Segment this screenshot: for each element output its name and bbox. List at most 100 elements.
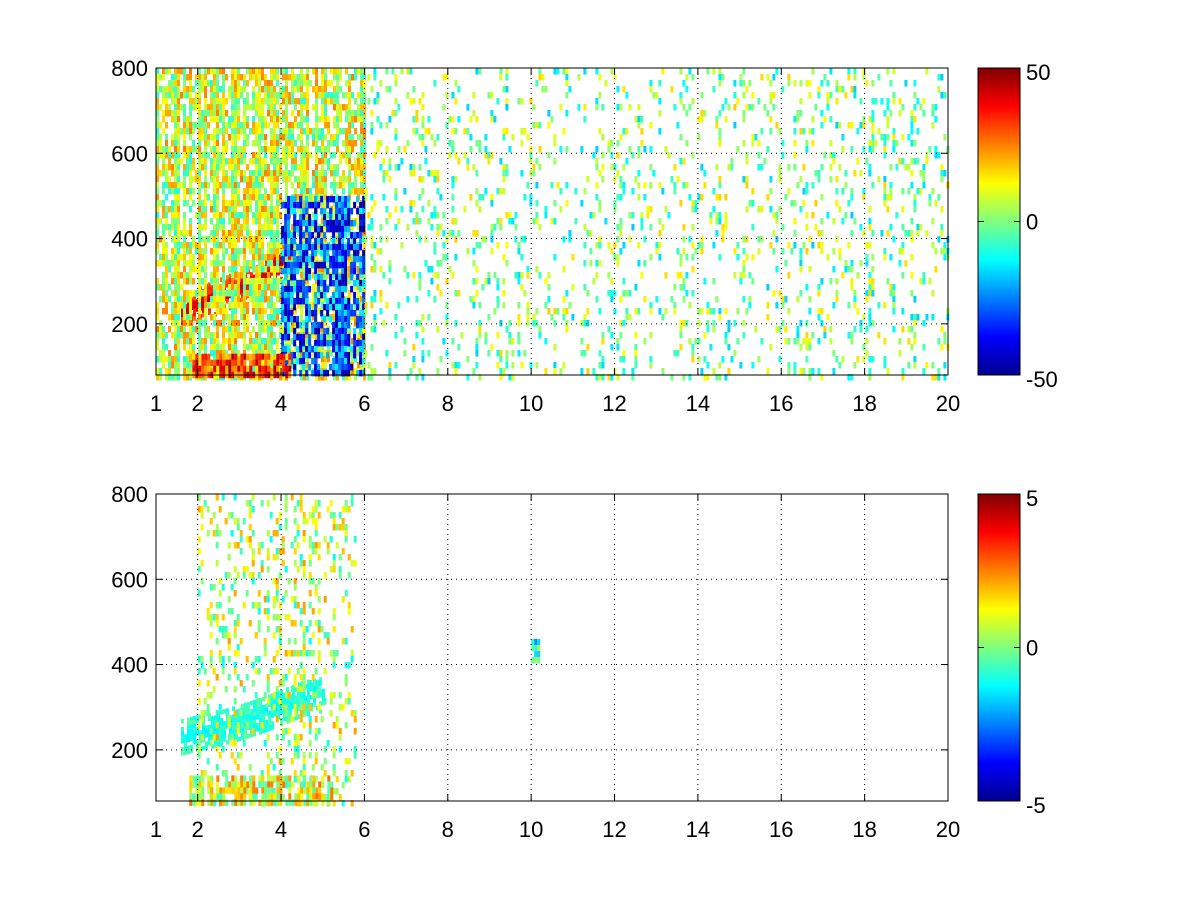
heatmap-cell xyxy=(318,290,321,297)
heatmap-cell xyxy=(231,365,235,373)
heatmap-cell xyxy=(805,248,809,255)
heatmap-cell xyxy=(225,248,228,255)
heatmap-cell xyxy=(323,249,327,257)
heatmap-cell xyxy=(472,368,476,375)
heatmap-cell xyxy=(231,278,234,285)
heatmap-cell xyxy=(300,182,303,189)
heatmap-cell xyxy=(326,267,330,275)
heatmap-cell xyxy=(302,219,306,227)
heatmap-cell xyxy=(177,80,180,87)
heatmap-cell xyxy=(240,224,243,231)
heatmap-cell xyxy=(363,74,366,81)
heatmap-cell xyxy=(231,353,235,361)
heatmap-cell xyxy=(293,231,297,239)
heatmap-cell xyxy=(204,116,207,123)
heatmap-cell xyxy=(231,128,234,135)
heatmap-cell xyxy=(171,254,174,261)
heatmap-cell xyxy=(281,291,285,299)
heatmap-cell xyxy=(279,104,282,111)
heatmap-cell xyxy=(472,230,476,237)
heatmap-cell xyxy=(348,92,351,99)
heatmap-cell xyxy=(168,284,171,291)
heatmap-cell xyxy=(177,230,180,237)
heatmap-cell xyxy=(252,122,255,129)
heatmap-cell xyxy=(186,350,189,357)
heatmap-cell xyxy=(293,219,297,227)
heatmap-cell xyxy=(329,225,333,233)
heatmap-cell xyxy=(216,278,219,285)
heatmap-cell xyxy=(314,339,318,347)
heatmap-cell xyxy=(284,345,288,353)
heatmap-cell xyxy=(357,266,360,273)
heatmap-cell xyxy=(883,200,887,207)
heatmap-cell xyxy=(838,254,842,261)
heatmap-cell xyxy=(189,170,192,177)
heatmap-cell xyxy=(490,152,494,159)
heatmap-cell xyxy=(222,284,225,291)
heatmap-cell xyxy=(532,170,536,177)
heatmap-cell xyxy=(174,236,177,243)
heatmap-cell xyxy=(538,68,542,75)
heatmap-cell xyxy=(305,327,309,335)
heatmap-cell xyxy=(261,344,264,351)
heatmap-cell xyxy=(421,206,425,213)
heatmap-cell xyxy=(246,200,249,207)
heatmap-cell xyxy=(177,194,180,201)
heatmap-cell xyxy=(703,170,707,177)
heatmap-cell xyxy=(261,176,264,183)
heatmap-cell xyxy=(258,284,261,291)
heatmap-cell xyxy=(436,230,440,237)
heatmap-cell xyxy=(673,302,677,309)
heatmap-cell xyxy=(284,357,288,365)
heatmap-cell xyxy=(373,368,377,375)
heatmap-cell xyxy=(237,260,240,267)
heatmap-cell xyxy=(177,110,180,117)
heatmap-cell xyxy=(354,374,357,381)
heatmap-cell xyxy=(363,146,366,153)
heatmap-cell xyxy=(216,104,219,111)
heatmap-cell xyxy=(299,369,303,377)
heatmap-cell xyxy=(841,218,845,225)
heatmap-cell xyxy=(330,350,333,357)
heatmap-cell xyxy=(362,291,366,299)
heatmap-cell xyxy=(297,98,300,105)
heatmap-cell xyxy=(252,344,255,351)
heatmap-cell xyxy=(315,188,318,195)
heatmap-cell xyxy=(595,98,599,105)
heatmap-cell xyxy=(240,314,243,321)
heatmap-cell xyxy=(544,206,548,213)
heatmap-cell xyxy=(538,146,542,153)
heatmap-cell xyxy=(475,230,479,237)
heatmap-cell xyxy=(595,374,599,381)
heatmap-cell xyxy=(898,158,902,165)
heatmap-cell xyxy=(246,122,249,129)
heatmap-cell xyxy=(357,188,360,195)
heatmap-cell xyxy=(757,356,761,363)
heatmap-cell xyxy=(379,290,383,297)
heatmap-cell xyxy=(342,128,345,135)
heatmap-cell xyxy=(189,68,192,75)
heatmap-cell xyxy=(183,230,186,237)
heatmap-cell xyxy=(270,116,273,123)
heatmap-cell xyxy=(778,356,782,363)
heatmap-cell xyxy=(270,290,273,297)
heatmap-cell xyxy=(226,283,229,288)
heatmap-cell xyxy=(329,195,333,203)
heatmap-cell xyxy=(273,170,276,177)
heatmap-cell xyxy=(299,237,303,245)
heatmap-cell xyxy=(613,176,617,183)
heatmap-cell xyxy=(288,236,291,243)
heatmap-cell xyxy=(364,308,368,315)
heatmap-cell xyxy=(267,350,270,357)
heatmap-cell xyxy=(216,254,219,261)
heatmap-cell xyxy=(243,158,246,165)
heatmap-cell xyxy=(336,236,339,243)
heatmap-cell xyxy=(171,332,174,339)
heatmap-cell xyxy=(339,116,342,123)
heatmap-cell xyxy=(255,338,258,345)
heatmap-cell xyxy=(285,365,289,373)
heatmap-cell xyxy=(228,365,232,373)
heatmap-cell xyxy=(311,261,315,269)
heatmap-cell xyxy=(299,261,303,269)
heatmap-cell xyxy=(652,92,656,99)
